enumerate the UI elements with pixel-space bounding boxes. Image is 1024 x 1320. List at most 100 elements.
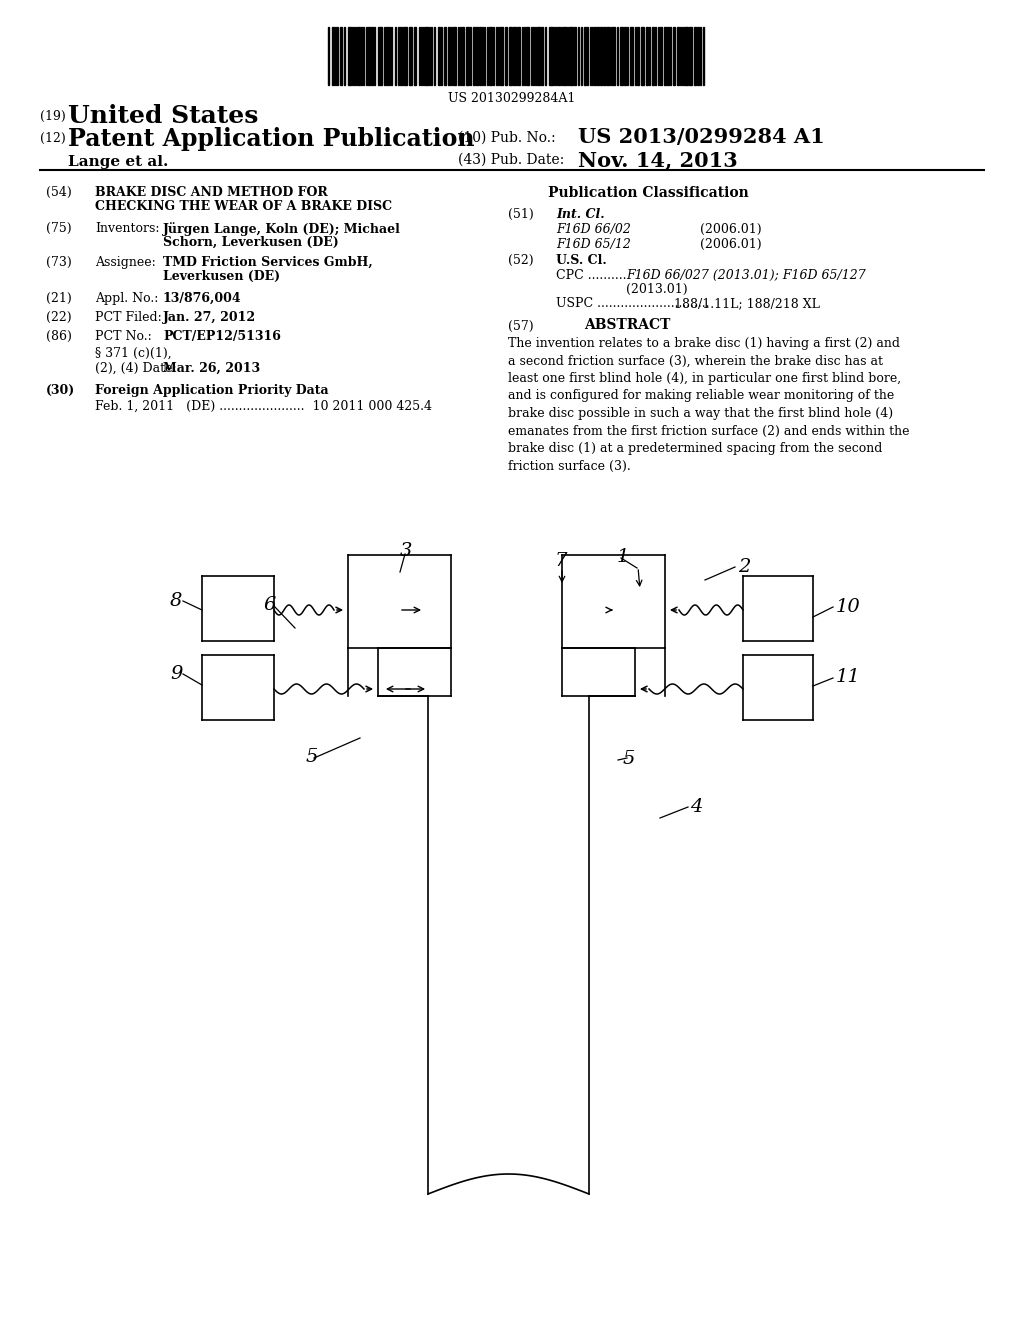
Bar bbox=[513, 26, 516, 84]
Bar bbox=[332, 26, 334, 84]
Text: Foreign Application Priority Data: Foreign Application Priority Data bbox=[95, 384, 329, 397]
Text: U.S. Cl.: U.S. Cl. bbox=[556, 253, 607, 267]
Text: Jürgen Lange, Koln (DE); Michael: Jürgen Lange, Koln (DE); Michael bbox=[163, 222, 400, 236]
Text: (73): (73) bbox=[46, 256, 72, 269]
Text: § 371 (c)(1),: § 371 (c)(1), bbox=[95, 347, 172, 360]
Text: 13/876,004: 13/876,004 bbox=[163, 292, 242, 305]
Text: 10: 10 bbox=[836, 598, 861, 616]
Bar bbox=[637, 26, 639, 84]
Text: (86): (86) bbox=[46, 330, 72, 343]
Bar bbox=[612, 26, 615, 84]
Bar bbox=[453, 26, 456, 84]
Bar bbox=[677, 26, 679, 84]
Bar bbox=[563, 26, 566, 84]
Bar bbox=[371, 26, 373, 84]
Text: 5: 5 bbox=[623, 750, 635, 768]
Text: US 20130299284A1: US 20130299284A1 bbox=[449, 92, 575, 106]
Bar bbox=[684, 26, 688, 84]
Bar bbox=[403, 26, 407, 84]
Bar bbox=[694, 26, 696, 84]
Bar bbox=[438, 26, 440, 84]
Bar bbox=[489, 26, 492, 84]
Text: Assignee:: Assignee: bbox=[95, 256, 156, 269]
Text: F16D 65/12: F16D 65/12 bbox=[556, 238, 631, 251]
Text: (12): (12) bbox=[40, 132, 66, 145]
Bar bbox=[509, 26, 512, 84]
Bar bbox=[667, 26, 669, 84]
Bar bbox=[697, 26, 699, 84]
Bar bbox=[466, 26, 469, 84]
Text: 4: 4 bbox=[690, 799, 702, 816]
Bar bbox=[476, 26, 478, 84]
Bar bbox=[600, 26, 602, 84]
Text: 188/1.11L; 188/218 XL: 188/1.11L; 188/218 XL bbox=[674, 297, 820, 310]
Text: PCT Filed:: PCT Filed: bbox=[95, 312, 162, 323]
Bar bbox=[641, 26, 644, 84]
Bar bbox=[597, 26, 599, 84]
Text: TMD Friction Services GmbH,: TMD Friction Services GmbH, bbox=[163, 256, 373, 269]
Text: 3: 3 bbox=[400, 543, 413, 560]
Bar bbox=[517, 26, 520, 84]
Text: (2006.01): (2006.01) bbox=[700, 238, 762, 251]
Text: CPC ..........: CPC .......... bbox=[556, 269, 627, 282]
Bar bbox=[425, 26, 428, 84]
Text: Patent Application Publication: Patent Application Publication bbox=[68, 127, 474, 150]
Bar bbox=[630, 26, 633, 84]
Text: (30): (30) bbox=[46, 384, 75, 397]
Bar bbox=[462, 26, 464, 84]
Text: F16D 66/02: F16D 66/02 bbox=[556, 223, 631, 236]
Bar bbox=[603, 26, 605, 84]
Text: Mar. 26, 2013: Mar. 26, 2013 bbox=[163, 362, 260, 375]
Bar bbox=[541, 26, 543, 84]
Text: 7: 7 bbox=[555, 552, 567, 570]
Bar bbox=[673, 26, 675, 84]
Text: (75): (75) bbox=[46, 222, 72, 235]
Text: Inventors:: Inventors: bbox=[95, 222, 160, 235]
Text: United States: United States bbox=[68, 104, 258, 128]
Bar bbox=[652, 26, 654, 84]
Text: Leverkusen (DE): Leverkusen (DE) bbox=[163, 271, 281, 282]
Text: (51): (51) bbox=[508, 209, 534, 220]
Text: US 2013/0299284 A1: US 2013/0299284 A1 bbox=[578, 127, 824, 147]
Text: 9: 9 bbox=[170, 665, 182, 682]
Bar bbox=[526, 26, 529, 84]
Text: Jan. 27, 2012: Jan. 27, 2012 bbox=[163, 312, 256, 323]
Text: ABSTRACT: ABSTRACT bbox=[584, 318, 671, 333]
Bar bbox=[340, 26, 342, 84]
Text: (52): (52) bbox=[508, 253, 534, 267]
Text: Nov. 14, 2013: Nov. 14, 2013 bbox=[578, 150, 737, 170]
Text: The invention relates to a brake disc (1) having a first (2) and
a second fricti: The invention relates to a brake disc (1… bbox=[508, 337, 909, 473]
Text: Int. Cl.: Int. Cl. bbox=[556, 209, 604, 220]
Bar bbox=[660, 26, 662, 84]
Bar bbox=[569, 26, 573, 84]
Text: (10) Pub. No.:: (10) Pub. No.: bbox=[458, 131, 556, 145]
Text: USPC .............................: USPC ............................. bbox=[556, 297, 710, 310]
Text: (43) Pub. Date:: (43) Pub. Date: bbox=[458, 153, 564, 168]
Text: BRAKE DISC AND METHOD FOR: BRAKE DISC AND METHOD FOR bbox=[95, 186, 328, 199]
Bar bbox=[594, 26, 596, 84]
Bar bbox=[368, 26, 370, 84]
Bar bbox=[500, 26, 503, 84]
Bar bbox=[537, 26, 540, 84]
Text: Lange et al.: Lange et al. bbox=[68, 154, 168, 169]
Bar bbox=[409, 26, 412, 84]
Bar bbox=[689, 26, 692, 84]
Bar bbox=[444, 26, 446, 84]
Text: 6: 6 bbox=[263, 597, 275, 614]
Bar bbox=[558, 26, 560, 84]
Text: Feb. 1, 2011   (DE) ......................  10 2011 000 425.4: Feb. 1, 2011 (DE) ......................… bbox=[95, 400, 432, 413]
Text: (2013.01): (2013.01) bbox=[626, 282, 688, 296]
Bar bbox=[574, 26, 575, 84]
Text: 5: 5 bbox=[306, 748, 318, 766]
Text: Appl. No.:: Appl. No.: bbox=[95, 292, 159, 305]
Text: (2006.01): (2006.01) bbox=[700, 223, 762, 236]
Text: 1: 1 bbox=[617, 548, 630, 566]
Bar bbox=[358, 26, 360, 84]
Text: (22): (22) bbox=[46, 312, 72, 323]
Bar bbox=[378, 26, 382, 84]
Text: (57): (57) bbox=[508, 319, 534, 333]
Text: Schorn, Leverkusen (DE): Schorn, Leverkusen (DE) bbox=[163, 236, 339, 249]
Bar bbox=[400, 26, 402, 84]
Bar bbox=[606, 26, 609, 84]
Text: 8: 8 bbox=[170, 591, 182, 610]
